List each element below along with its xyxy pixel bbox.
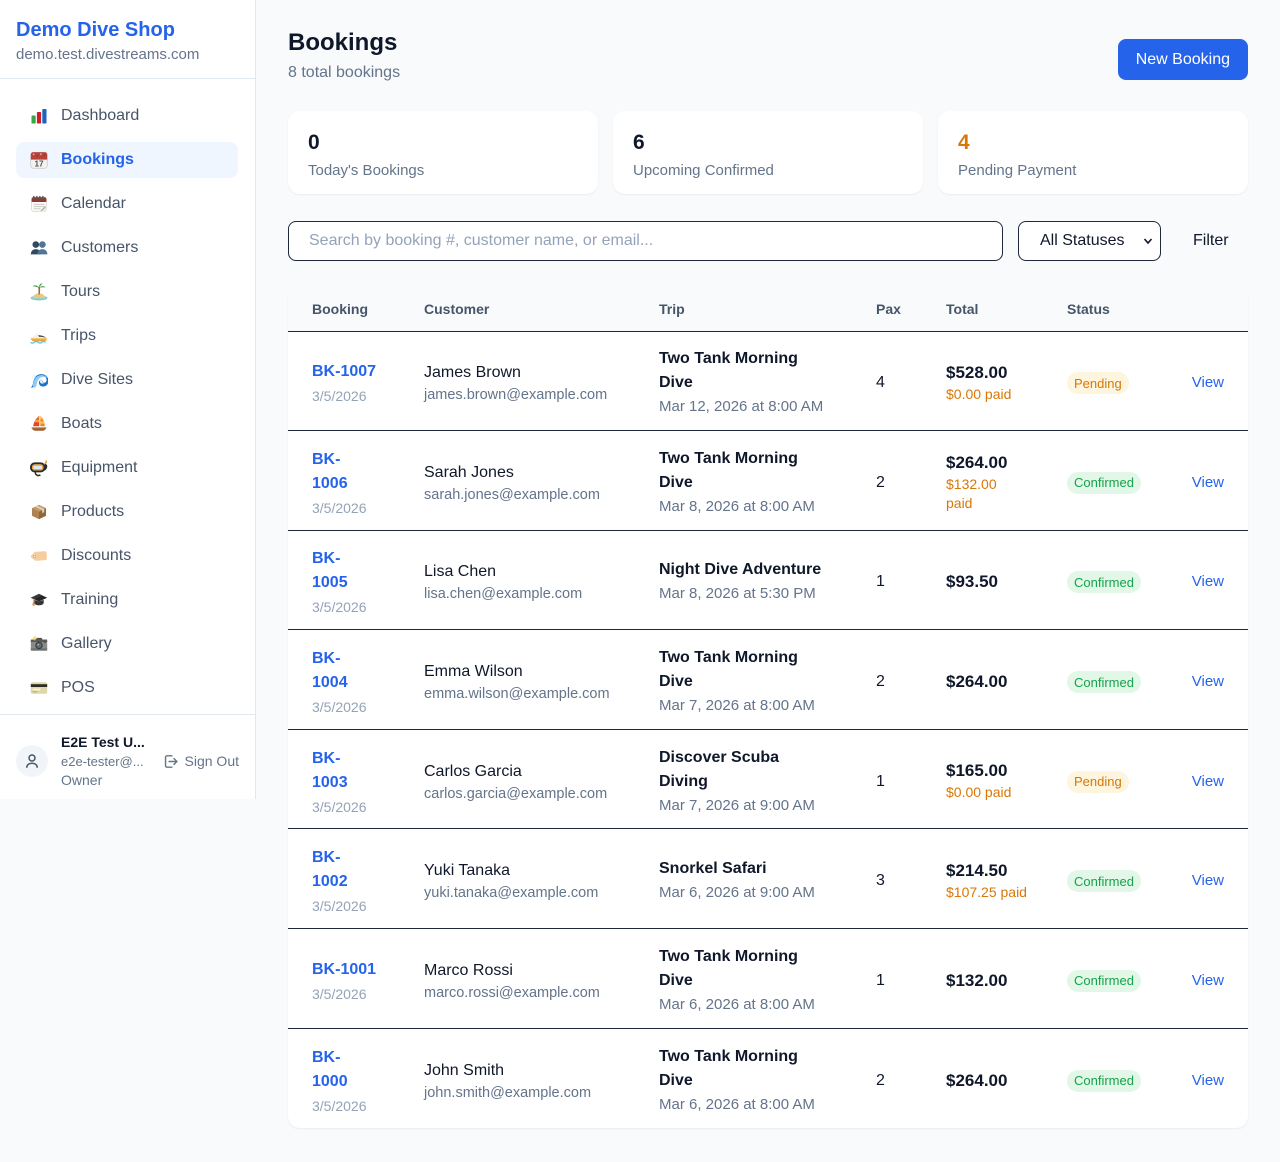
svg-text:17: 17 xyxy=(34,159,44,168)
